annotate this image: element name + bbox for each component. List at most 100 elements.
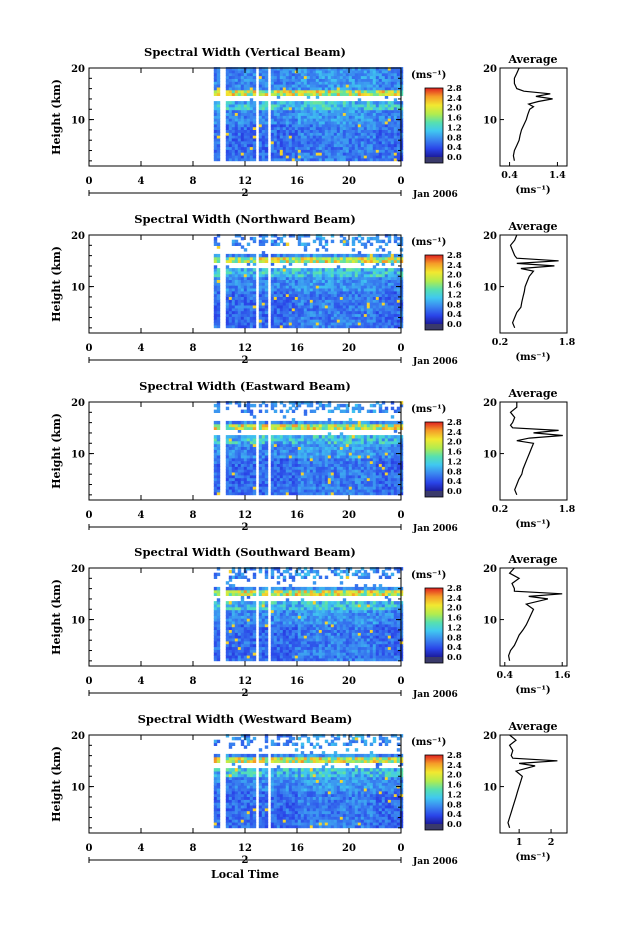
heatmap-cell <box>318 472 323 476</box>
heatmap-cell <box>378 106 383 111</box>
heatmap-cell <box>231 420 236 425</box>
heatmap-cell <box>351 446 356 450</box>
heatmap-cell <box>348 103 353 108</box>
heatmap-cell <box>252 440 257 445</box>
heatmap-cell <box>333 106 338 111</box>
heatmap-cell <box>216 299 221 303</box>
heatmap-cell <box>366 455 371 459</box>
heatmap-cell <box>264 273 269 278</box>
heatmap-cell <box>264 81 269 85</box>
heatmap-cell <box>261 112 266 116</box>
heatmap-cell <box>243 253 248 258</box>
heatmap-cell <box>381 322 386 326</box>
heatmap-cell <box>315 112 320 116</box>
heatmap-cell <box>336 406 341 411</box>
heatmap-cell <box>288 316 293 320</box>
heatmap-cell <box>336 135 341 139</box>
heatmap-cell <box>312 268 317 272</box>
heatmap-cell <box>288 81 293 85</box>
heatmap-cell <box>390 285 395 289</box>
heatmap-cell <box>345 138 350 142</box>
heatmap-cell <box>342 472 347 476</box>
heatmap-cell <box>306 423 311 428</box>
heatmap-cell <box>318 132 323 136</box>
heatmap-cell <box>303 245 308 249</box>
heatmap-cell <box>339 78 344 82</box>
heatmap-cell <box>252 112 257 116</box>
heatmap-cell <box>213 285 218 289</box>
heatmap-cell <box>330 285 335 289</box>
heatmap-cell <box>273 293 278 297</box>
heatmap-cell <box>372 253 377 258</box>
heatmap-cell <box>342 149 347 153</box>
heatmap-cell <box>390 310 395 315</box>
heatmap-cell <box>216 491 221 496</box>
heatmap-cell <box>378 129 383 133</box>
heatmap-cell <box>354 89 359 94</box>
heatmap-cell <box>363 426 368 430</box>
heatmap-cell <box>330 483 335 487</box>
heatmap-cell <box>318 149 323 153</box>
heatmap-cell <box>366 316 371 320</box>
heatmap-cell <box>225 305 230 309</box>
heatmap-cell <box>237 305 242 309</box>
heatmap-cell <box>354 403 359 408</box>
heatmap-cell <box>312 123 317 128</box>
heatmap-cell <box>306 472 311 476</box>
heatmap-cell <box>252 288 257 292</box>
heatmap-cell <box>372 316 377 320</box>
heatmap-cell <box>360 406 365 411</box>
heatmap-cell <box>321 245 326 249</box>
heatmap-cell <box>378 152 383 156</box>
heatmap-cell <box>396 282 401 286</box>
heatmap-cell <box>282 81 287 85</box>
heatmap-cell <box>303 491 308 496</box>
heatmap-cell <box>213 157 218 162</box>
heatmap-cell <box>309 152 314 156</box>
heatmap-cell <box>213 276 218 280</box>
heatmap-cell <box>216 69 221 74</box>
heatmap-cell <box>243 469 248 473</box>
heatmap-cell <box>348 446 353 450</box>
heatmap-cell <box>360 279 365 283</box>
heatmap-cell <box>294 469 299 473</box>
heatmap-cell <box>375 270 380 275</box>
heatmap-cell <box>327 138 332 142</box>
heatmap-cell <box>279 483 284 487</box>
heatmap-cell <box>363 435 368 439</box>
heatmap-cell <box>282 140 287 145</box>
heatmap-cell <box>342 75 347 79</box>
heatmap-cell <box>303 253 308 258</box>
heatmap-cell <box>348 285 353 289</box>
heatmap-cell <box>273 316 278 320</box>
heatmap-cell <box>339 466 344 470</box>
heatmap-cell <box>300 106 305 111</box>
heatmap-cell <box>285 146 290 150</box>
heatmap-cell <box>378 293 383 297</box>
heatmap-cell <box>363 313 368 317</box>
heatmap-cell <box>369 299 374 303</box>
heatmap-cell <box>231 157 236 162</box>
heatmap-cell <box>324 268 329 272</box>
heatmap-cell <box>387 78 392 82</box>
heatmap-cell <box>372 89 377 94</box>
heatmap-cell <box>249 403 254 408</box>
heatmap-cell <box>288 401 293 405</box>
heatmap-cell <box>348 155 353 159</box>
heatmap-cell <box>312 288 317 292</box>
heatmap-cell <box>273 313 278 317</box>
heatmap-cell <box>246 296 251 300</box>
heatmap-cell <box>216 423 221 428</box>
heatmap-cell <box>276 126 281 130</box>
heatmap-cell <box>351 72 356 77</box>
heatmap-cell <box>372 118 377 122</box>
heatmap-cell <box>375 466 380 470</box>
heatmap-cell <box>294 140 299 145</box>
heatmap-cell <box>279 401 284 405</box>
heatmap-cell <box>213 302 218 306</box>
heatmap-cell <box>369 409 374 413</box>
heatmap-cell <box>348 302 353 306</box>
heatmap-cell <box>342 69 347 74</box>
heatmap-cell <box>243 299 248 303</box>
heatmap-cell <box>375 463 380 467</box>
